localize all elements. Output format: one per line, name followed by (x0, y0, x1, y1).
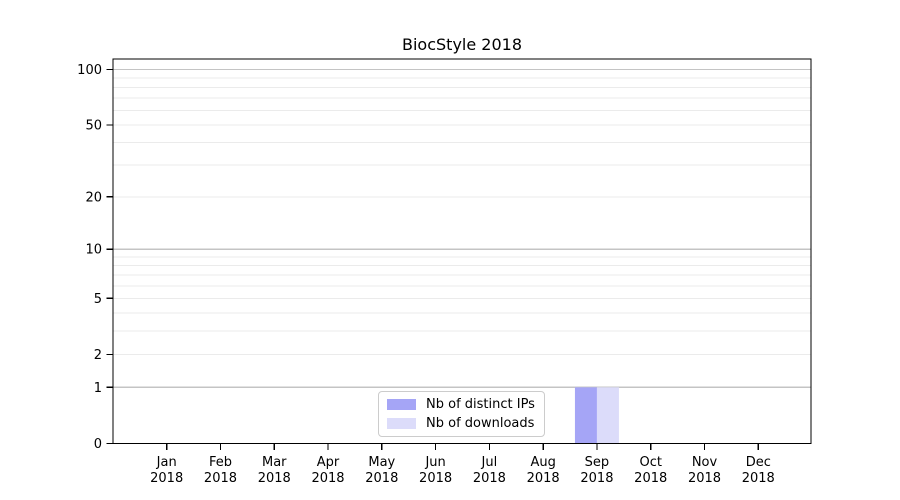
bar-downloads-sep (596, 387, 619, 444)
x-tick-label-month: Jun (424, 455, 445, 470)
x-tick-label-year: 2018 (365, 471, 398, 486)
x-tick-label-month: Sep (585, 455, 610, 470)
y-tick-label: 10 (85, 243, 102, 258)
bar-distinct-ips-sep (574, 387, 597, 444)
y-tick-label: 0 (94, 437, 102, 452)
y-tick-label: 20 (85, 190, 102, 205)
y-tick-label: 5 (94, 292, 102, 307)
x-tick-label-year: 2018 (527, 471, 560, 486)
x-tick-label-year: 2018 (742, 471, 775, 486)
x-tick-label-month: Dec (746, 455, 771, 470)
x-tick-label-month: Oct (639, 455, 661, 470)
y-tick-label: 2 (94, 348, 102, 363)
x-tick-label-month: Nov (692, 455, 718, 470)
x-tick-label-month: Mar (262, 455, 287, 470)
y-tick-label: 50 (85, 118, 102, 133)
chart-title: BiocStyle 2018 (402, 35, 522, 54)
y-tick-label: 100 (77, 63, 102, 78)
legend-label-downloads: Nb of downloads (426, 416, 535, 431)
x-tick-label-year: 2018 (634, 471, 667, 486)
x-tick-label-year: 2018 (311, 471, 344, 486)
x-tick-label-year: 2018 (688, 471, 721, 486)
y-tick-label: 1 (94, 381, 102, 396)
x-tick-label-month: Jul (481, 455, 498, 470)
x-tick-label-year: 2018 (419, 471, 452, 486)
x-tick-label-year: 2018 (580, 471, 613, 486)
x-tick-label-month: Feb (209, 455, 232, 470)
axes-frame (112, 58, 812, 445)
x-tick-label-year: 2018 (473, 471, 506, 486)
legend-label-distinct-ips: Nb of distinct IPs (426, 397, 535, 412)
x-tick-label-month: May (368, 455, 395, 470)
legend-swatch-distinct-ips-icon (387, 399, 416, 410)
x-tick-label-year: 2018 (258, 471, 291, 486)
x-tick-label-year: 2018 (150, 471, 183, 486)
legend-item-distinct-ips: Nb of distinct IPs (387, 396, 535, 413)
legend-swatch-downloads-icon (387, 418, 416, 429)
legend-item-downloads: Nb of downloads (387, 415, 535, 432)
x-tick-label-month: Aug (530, 455, 555, 470)
x-tick-label-year: 2018 (204, 471, 237, 486)
legend-box: Nb of distinct IPs Nb of downloads (378, 391, 545, 437)
x-tick-label-month: Apr (317, 455, 340, 470)
x-tick-label-month: Jan (156, 455, 177, 470)
